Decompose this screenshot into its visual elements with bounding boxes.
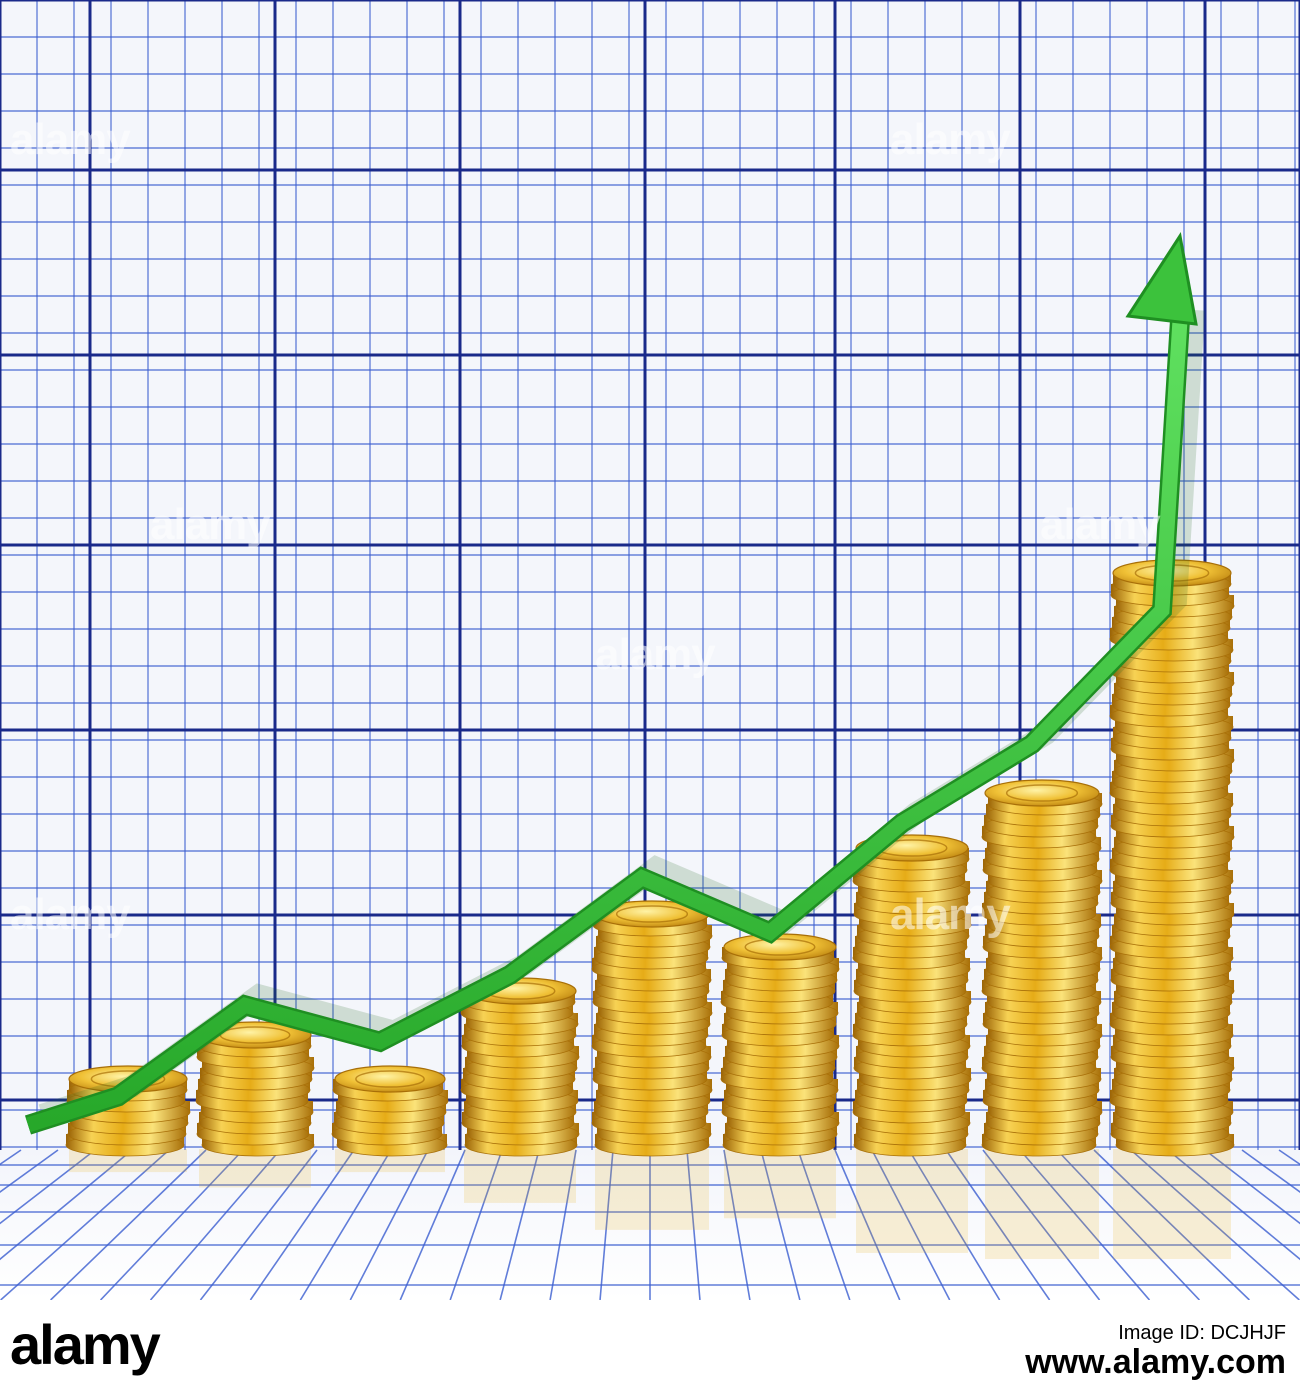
floor-reflections [69,1149,1231,1259]
floor-grid-line [399,1149,466,1301]
coin-stacks [65,559,1235,1157]
floor-grid-line [797,1149,851,1301]
coin-stack-icon [331,1065,449,1157]
floor-grid-line [0,1149,133,1261]
floor-grid-line [0,1149,96,1225]
arrow-head [1125,232,1198,326]
floor-grid-line [149,1149,281,1301]
floor-grid-line [1130,1149,1300,1301]
scene-svg [0,0,1300,1301]
floor-grid-line [499,1149,540,1301]
floor-grid-line [199,1149,318,1301]
dollar-coin-icon [334,1065,446,1093]
floor-grid-line [599,1149,614,1301]
coin-reflection [464,1149,576,1203]
floor-grid-line [1204,1149,1300,1225]
floor-grid-line [50,1149,207,1301]
trend-arrow-icon [24,232,1198,1135]
floor-grid-line [1056,1149,1201,1301]
coin-stack-icon [195,1021,315,1157]
floor-grid-line [249,1149,355,1301]
floor-grid-line [834,1149,901,1301]
coin-inner-ring [744,938,816,956]
floor-grid-line [99,1149,244,1301]
coin-reflection [1113,1149,1231,1259]
growth-chart-illustration: alamy alamy alamy alamy alamy alamy alamy [0,0,1300,1301]
floor-grid-line [349,1149,429,1301]
coin-reflection [985,1149,1099,1259]
floor-grid-line [1019,1149,1151,1301]
coin-stack-icon [460,977,580,1157]
coin-inner-ring [615,905,689,923]
floor-grid-line [449,1149,503,1301]
arrow-line [25,319,1188,1133]
floor-grid-line [686,1149,701,1301]
coin-stack-icon [591,900,713,1157]
floor-grid-line [723,1149,751,1301]
coin-inner-ring [355,1070,425,1088]
floor-grid-line [760,1149,801,1301]
coin-stack-icon [981,779,1103,1157]
alamy-logo: alamy [10,1313,161,1376]
floor-grid-line [0,1149,59,1193]
floor-grid-line [982,1149,1101,1301]
stock-footer: alamy Image ID: DCJHJF www.alamy.com [0,1300,1300,1390]
stock-id-block: Image ID: DCJHJF www.alamy.com [1025,1322,1286,1381]
coin-stack-icon [1109,559,1235,1157]
dollar-coin-icon [723,933,837,961]
dollar-coin-icon [984,779,1100,807]
floor-grid-line [908,1149,1001,1301]
coin-stack-icon [720,933,840,1157]
floor-grid-line [0,1149,170,1301]
floor-grid-line [1167,1149,1300,1261]
stock-id-label: Image ID: DCJHJF [1118,1322,1286,1344]
coin-stack-icon [852,834,972,1157]
floor-grid-line [871,1149,951,1301]
coin-reflection [724,1149,836,1219]
stock-site-url: www.alamy.com [1025,1343,1286,1381]
coin-reflection [595,1149,709,1230]
floor-grid-line [945,1149,1051,1301]
floor-grid-line [1241,1149,1300,1193]
floor-grid-line [1093,1149,1250,1301]
floor-grid-line [549,1149,577,1301]
coin-reflection [856,1149,968,1253]
floor-grid-line [299,1149,392,1301]
coin-inner-ring [1005,784,1079,802]
floor-grid [0,1149,1300,1301]
